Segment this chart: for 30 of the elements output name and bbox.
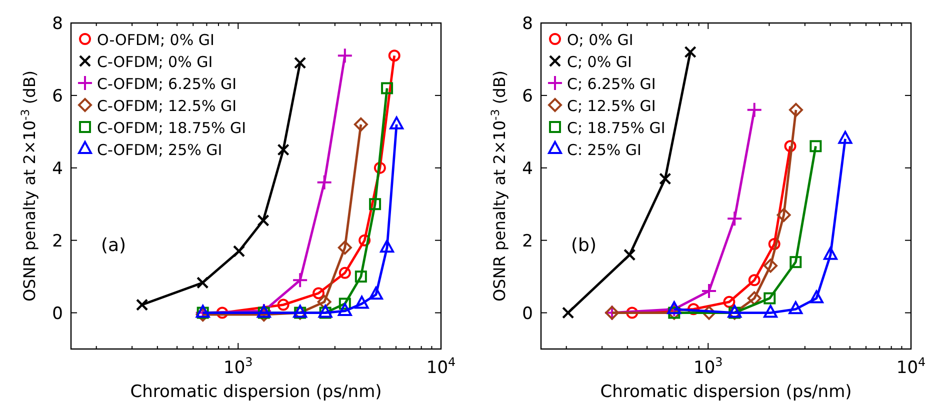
y-tick-label: 8	[52, 14, 63, 34]
legend-label: C: 25% GI	[567, 141, 642, 159]
x-tick-label: 10$^{3}$	[224, 355, 253, 378]
y-tick-label: 2	[522, 231, 533, 252]
y-tick-label: 2	[52, 231, 63, 252]
legend-label: C; 0% GI	[567, 53, 632, 71]
y-tick-label: 8	[522, 14, 533, 34]
legend-label: C-OFDM; 6.25% GI	[97, 75, 237, 93]
legend-label: C; 6.25% GI	[567, 75, 656, 93]
legend-label: C-OFDM; 25% GI	[97, 141, 222, 159]
legend-label: C-OFDM; 18.75% GI	[97, 119, 246, 137]
legend-label: O-OFDM; 0% GI	[97, 31, 214, 49]
annotation: (b)	[571, 235, 596, 256]
x-tick-label: 10$^{3}$	[694, 355, 723, 378]
y-tick-label: 0	[522, 304, 533, 324]
y-tick-label: 6	[522, 86, 533, 106]
legend-label: C-OFDM; 12.5% GI	[97, 97, 237, 115]
legend-label: C; 18.75% GI	[567, 119, 666, 137]
legend-label: C-OFDM; 0% GI	[97, 53, 213, 71]
y-tick-label: 4	[522, 158, 533, 179]
y-tick-label: 6	[52, 86, 63, 106]
x-axis-title: Chromatic dispersion (ps/nm)	[600, 382, 852, 401]
x-tick-label: 10$^{4}$	[426, 355, 456, 378]
legend-label: C; 12.5% GI	[567, 97, 656, 115]
y-tick-label: 0	[52, 304, 63, 324]
annotation: (a)	[101, 235, 126, 256]
y-tick-label: 4	[52, 158, 63, 179]
legend-label: O; 0% GI	[567, 31, 634, 49]
x-tick-label: 10$^{4}$	[896, 355, 926, 378]
x-axis-title: Chromatic dispersion (ps/nm)	[130, 382, 382, 401]
